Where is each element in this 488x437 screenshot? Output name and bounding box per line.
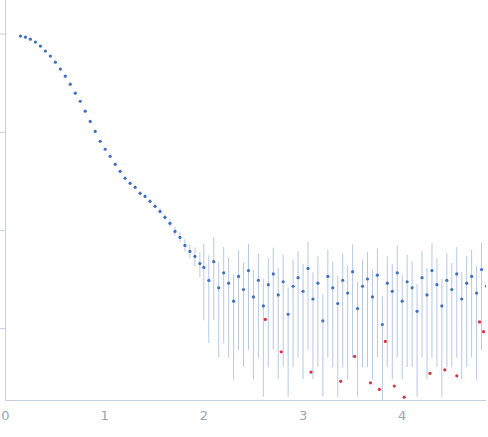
- svg-text:3: 3: [299, 408, 307, 423]
- svg-text:4: 4: [398, 408, 406, 423]
- svg-text:0: 0: [1, 408, 9, 423]
- svg-text:1: 1: [101, 408, 109, 423]
- svg-text:2: 2: [200, 408, 208, 423]
